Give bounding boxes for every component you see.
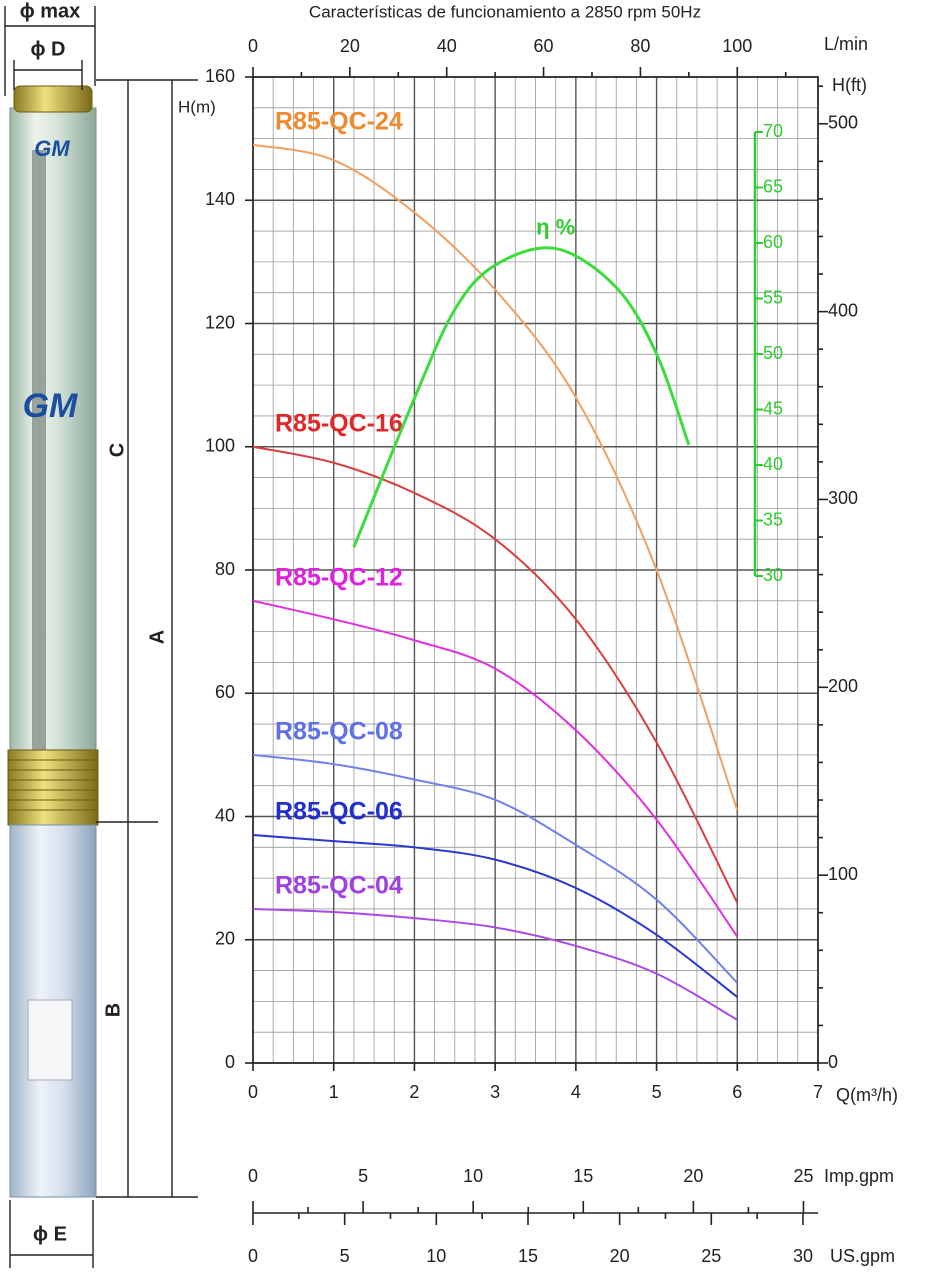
dimension-label: ϕ E [33,1223,67,1245]
dimension-label: ϕ max [20,0,81,22]
y-tick-label: 60 [215,682,235,702]
y2-tick-label: 65 [763,176,783,196]
pump-illustration: GM GM ϕ max ϕ D C A B ϕ E [5,0,198,1268]
x-tick-label: 6 [732,1082,742,1102]
imp-tick-label: 15 [573,1166,593,1186]
x-tick-label: 2 [409,1082,419,1102]
right-tick-label: 500 [828,113,858,133]
right-tick-label: 200 [828,676,858,696]
x-tick-label: 4 [571,1082,581,1102]
brand-label: GM [34,136,70,161]
y-tick-label: 100 [205,436,235,456]
top-tick-label: 60 [534,36,554,56]
top-tick-label: 100 [722,36,752,56]
dimension-label: A [146,630,168,644]
y2-tick-label: 45 [763,398,783,418]
x-tick-label: 5 [652,1082,662,1102]
top-axis-title: L/min [824,34,868,54]
y2-tick-label: 30 [763,565,783,585]
y-tick-label: 160 [205,66,235,86]
imp-tick-label: 10 [463,1166,483,1186]
series-label: R85-QC-06 [275,798,403,826]
y-tick-label: 40 [215,805,235,825]
x-tick-label: 7 [813,1082,823,1102]
brand-logo: GM [23,387,78,425]
right-tick-label: 300 [828,488,858,508]
pump-rib [32,150,46,750]
imp-tick-label: 25 [793,1166,813,1186]
x-tick-label: 1 [329,1082,339,1102]
pump-thread [8,750,98,825]
y2-tick-label: 60 [763,232,783,252]
us-tick-label: 10 [426,1246,446,1266]
x-tick-label: 3 [490,1082,500,1102]
right-axis-title: H(ft) [832,75,867,95]
series-label: R85-QC-24 [275,107,403,135]
imp-tick-label: 0 [248,1166,258,1186]
y-tick-label: 120 [205,312,235,332]
us-tick-label: 25 [701,1246,721,1266]
series-label: η % [536,214,575,239]
series-label: R85-QC-04 [275,872,403,900]
y2-tick-label: 70 [763,121,783,141]
imp-axis-title: Imp.gpm [824,1166,894,1186]
us-tick-label: 30 [793,1246,813,1266]
y-tick-label: 80 [215,559,235,579]
x-axis-title: Q(m³/h) [836,1085,898,1105]
y2-tick-label: 50 [763,343,783,363]
y-tick-label: 0 [225,1052,235,1072]
top-tick-label: 20 [340,36,360,56]
top-tick-label: 0 [248,36,258,56]
y-tick-label: 140 [205,189,235,209]
right-tick-label: 0 [828,1052,838,1072]
y-tick-label: 20 [215,929,235,949]
y2-tick-label: 40 [763,454,783,474]
top-tick-label: 40 [437,36,457,56]
series-label: R85-QC-16 [275,409,403,437]
series-label: R85-QC-12 [275,563,403,591]
y-axis-title: H(m) [178,97,216,116]
imp-tick-label: 5 [358,1166,368,1186]
right-tick-label: 400 [828,300,858,320]
dimension-label: C [106,443,128,457]
top-tick-label: 80 [630,36,650,56]
motor-plate [28,1000,72,1080]
pump-body [10,108,96,758]
dimension-label: ϕ D [31,38,66,60]
chart: GM GM ϕ max ϕ D C A B ϕ E Característica… [0,0,926,1273]
us-tick-label: 15 [518,1246,538,1266]
chart-title: Características de funcionamiento a 2850… [309,2,701,21]
us-tick-label: 20 [610,1246,630,1266]
pump-cap [14,86,92,112]
dimension-label: B [102,1003,124,1017]
y2-tick-label: 55 [763,287,783,307]
imp-tick-label: 20 [683,1166,703,1186]
us-tick-label: 5 [340,1246,350,1266]
y2-tick-label: 35 [763,509,783,529]
us-axis-title: US.gpm [830,1246,895,1266]
x-tick-label: 0 [248,1082,258,1102]
us-tick-label: 0 [248,1246,258,1266]
series-label: R85-QC-08 [275,717,403,745]
right-tick-label: 100 [828,864,858,884]
